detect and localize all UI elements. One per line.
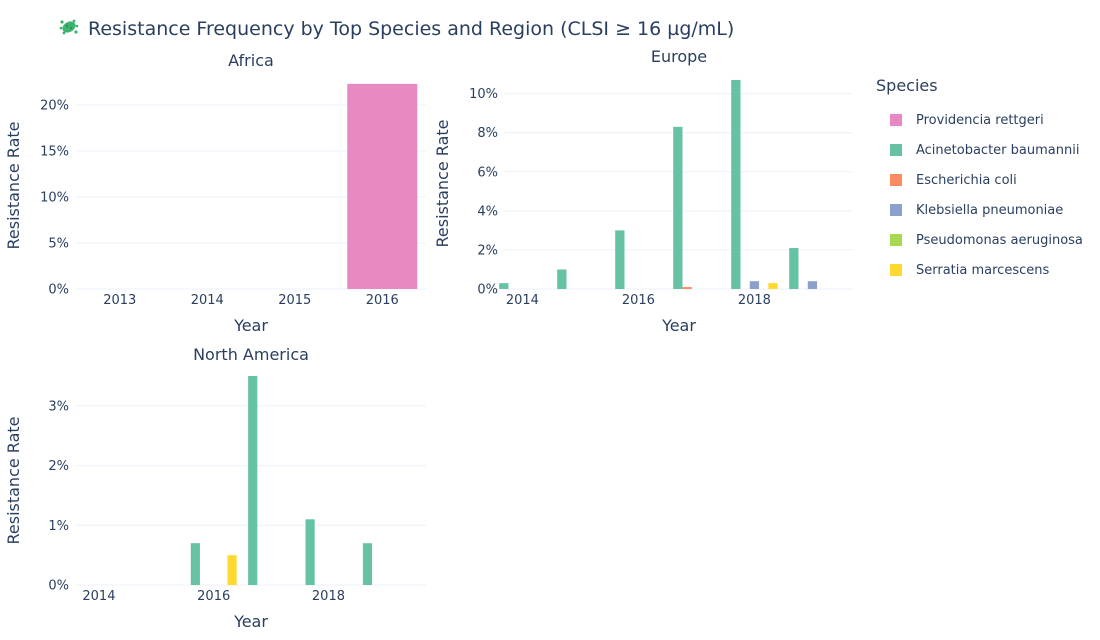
bar[interactable] xyxy=(248,376,258,585)
subplot-north-america: 0% 1% 2% 3% 2014 2016 2018 North America Year Res… xyxy=(4,345,426,631)
bar[interactable] xyxy=(807,281,818,289)
legend-label: Providencia rettgeri xyxy=(916,112,1044,128)
legend-label: Pseudomonas aeruginosa xyxy=(916,232,1083,248)
subplot-africa: 0% 5% 10% 15% 20% 2013 2014 2015 2016 Africa Year R… xyxy=(4,51,426,335)
x-tick-label: 2014 xyxy=(82,589,115,604)
legend-swatch xyxy=(890,174,902,186)
bar[interactable] xyxy=(347,83,418,289)
y-tick-label: 8% xyxy=(477,126,498,141)
y-tick-label: 2% xyxy=(477,243,498,258)
legend-swatch xyxy=(890,204,902,216)
legend-label: Escherichia coli xyxy=(916,172,1017,188)
x-tick-label: 2018 xyxy=(312,589,345,604)
x-axis-label: Year xyxy=(233,612,268,631)
bar[interactable] xyxy=(190,543,200,585)
legend: Species Providencia rettgeri Acinetobacte… xyxy=(876,76,1083,285)
bacteria-icon xyxy=(58,16,80,42)
y-tick-label: 3% xyxy=(48,399,69,414)
y-tick-label: 0% xyxy=(477,283,498,298)
bar[interactable] xyxy=(731,79,741,289)
legend-item[interactable]: Pseudomonas aeruginosa xyxy=(876,225,1083,255)
x-tick-label: 2014 xyxy=(506,293,539,308)
bar[interactable] xyxy=(557,269,567,289)
bar[interactable] xyxy=(362,543,373,585)
legend-swatch xyxy=(890,114,902,126)
x-tick-label: 2015 xyxy=(278,293,311,308)
bar[interactable] xyxy=(615,230,625,289)
legend-swatch xyxy=(890,144,902,156)
y-tick-label: 5% xyxy=(48,237,69,252)
y-tick-label: 0% xyxy=(48,579,69,594)
subplot-title: Africa xyxy=(228,51,274,70)
legend-item[interactable]: Providencia rettgeri xyxy=(876,105,1083,135)
y-tick-label: 4% xyxy=(477,204,498,219)
x-tick-label: 2016 xyxy=(366,293,399,308)
y-axis-label: Resistance Rate xyxy=(433,120,452,248)
bar[interactable] xyxy=(768,283,778,289)
bar[interactable] xyxy=(227,555,237,585)
y-tick-label: 0% xyxy=(48,283,69,298)
legend-label: Serratia marcescens xyxy=(916,262,1050,278)
y-tick-label: 2% xyxy=(48,459,69,474)
legend-swatch xyxy=(890,264,902,276)
legend-item[interactable]: Klebsiella pneumoniae xyxy=(876,195,1083,225)
x-axis-label: Year xyxy=(661,316,696,335)
legend-item[interactable]: Escherichia coli xyxy=(876,165,1083,195)
legend-label: Klebsiella pneumoniae xyxy=(916,202,1064,218)
bar[interactable] xyxy=(499,283,509,289)
y-tick-label: 1% xyxy=(48,519,69,534)
x-tick-label: 2014 xyxy=(191,293,224,308)
y-tick-label: 10% xyxy=(40,191,69,206)
x-tick-label: 2013 xyxy=(103,293,136,308)
bar[interactable] xyxy=(673,126,683,289)
legend-item[interactable]: Acinetobacter baumannii xyxy=(876,135,1083,165)
bar[interactable] xyxy=(682,287,692,289)
y-axis-label: Resistance Rate xyxy=(4,122,23,250)
subplot-europe: 0% 2% 4% 6% 8% 10% 2014 2016 2018 Europe Year Resis… xyxy=(433,47,853,335)
x-tick-label: 2018 xyxy=(738,293,771,308)
subplot-title: Europe xyxy=(651,47,707,66)
subplot-title: North America xyxy=(193,345,309,364)
bar[interactable] xyxy=(749,281,760,289)
bar[interactable] xyxy=(789,247,799,289)
legend-swatch xyxy=(890,234,902,246)
legend-item[interactable]: Serratia marcescens xyxy=(876,255,1083,285)
x-axis-label: Year xyxy=(233,316,268,335)
y-tick-label: 15% xyxy=(40,145,69,160)
chart-title: Resistance Frequency by Top Species and … xyxy=(58,16,734,42)
x-tick-label: 2016 xyxy=(197,589,230,604)
chart-title-text: Resistance Frequency by Top Species and … xyxy=(88,18,735,40)
y-axis-label: Resistance Rate xyxy=(4,417,23,545)
x-tick-label: 2016 xyxy=(622,293,655,308)
y-tick-label: 10% xyxy=(469,87,498,102)
legend-title: Species xyxy=(876,76,938,95)
bar[interactable] xyxy=(305,519,315,585)
y-tick-label: 6% xyxy=(477,165,498,180)
legend-label: Acinetobacter baumannii xyxy=(916,142,1080,158)
y-tick-label: 20% xyxy=(40,99,69,114)
